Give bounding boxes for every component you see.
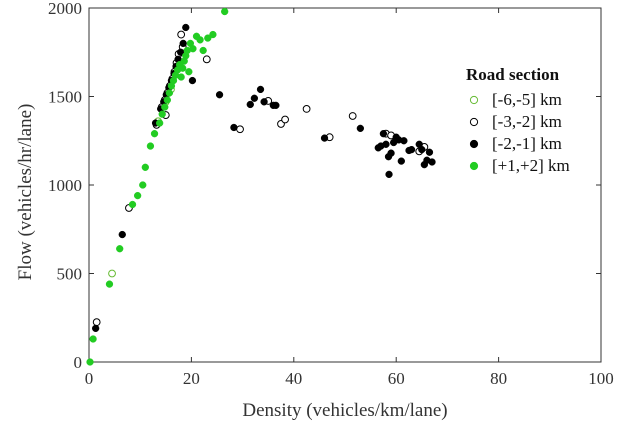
data-point bbox=[196, 36, 204, 44]
x-axis: 0 20 40 60 80 100 bbox=[85, 8, 614, 388]
data-point bbox=[179, 39, 187, 48]
data-point bbox=[397, 157, 405, 165]
y-axis-title: Flow (vehicles/hr/lane) bbox=[15, 104, 36, 281]
data-point bbox=[176, 48, 185, 56]
x-tick-label: 40 bbox=[285, 369, 302, 388]
data-point bbox=[185, 68, 193, 76]
legend-marker bbox=[469, 117, 479, 127]
legend-marker bbox=[469, 139, 479, 149]
data-point bbox=[128, 200, 137, 209]
data-point bbox=[418, 145, 426, 154]
data-point bbox=[356, 124, 365, 133]
data-point bbox=[281, 115, 289, 124]
legend-marker bbox=[469, 161, 479, 171]
legend-label: [-2,-1] km bbox=[492, 134, 562, 153]
data-point bbox=[246, 100, 254, 109]
series-3 bbox=[86, 7, 229, 366]
y-tick-label: 1000 bbox=[48, 176, 82, 195]
data-point bbox=[348, 112, 357, 120]
data-point bbox=[108, 269, 116, 278]
data-point bbox=[428, 158, 436, 166]
data-point bbox=[320, 134, 329, 142]
data-point bbox=[382, 140, 390, 148]
y-tick-label: 1500 bbox=[48, 88, 82, 107]
y-tick-label: 500 bbox=[57, 265, 83, 284]
series-2 bbox=[92, 23, 436, 333]
data-point bbox=[92, 324, 100, 333]
plot-frame bbox=[88, 7, 602, 363]
data-point bbox=[139, 181, 147, 189]
data-point bbox=[272, 101, 280, 109]
data-point bbox=[118, 230, 126, 239]
plot-border bbox=[88, 7, 602, 363]
data-point bbox=[209, 30, 217, 39]
data-point bbox=[105, 280, 114, 288]
data-point bbox=[146, 142, 155, 150]
data-point bbox=[302, 104, 311, 113]
data-point bbox=[150, 130, 159, 138]
data-point bbox=[156, 119, 164, 127]
legend-label: [-6,-5] km bbox=[492, 90, 562, 109]
y-axis: 0 500 1000 1500 2000 bbox=[48, 0, 601, 372]
data-point bbox=[189, 45, 197, 53]
x-axis-title: Density (vehicles/km/lane) bbox=[242, 400, 447, 421]
x-tick-label: 100 bbox=[588, 369, 614, 388]
data-point bbox=[163, 96, 171, 104]
data-point bbox=[86, 358, 94, 366]
x-tick-label: 80 bbox=[490, 369, 507, 388]
y-tick-label: 0 bbox=[74, 353, 83, 372]
data-point bbox=[204, 34, 212, 42]
data-point bbox=[230, 123, 238, 132]
legend-label: [-3,-2] km bbox=[492, 112, 562, 131]
data-point bbox=[177, 73, 185, 81]
data-point bbox=[179, 64, 187, 72]
legend-title: Road section bbox=[466, 65, 560, 84]
data-point bbox=[158, 110, 166, 118]
data-point bbox=[400, 137, 408, 145]
data-point bbox=[141, 163, 149, 171]
data-point bbox=[92, 318, 101, 327]
legend: Road section [-6,-5] km [-3,-2] km [-2,-1]… bbox=[466, 65, 570, 175]
data-point bbox=[116, 245, 124, 253]
y-tick-label: 2000 bbox=[48, 0, 82, 18]
data-point bbox=[133, 191, 142, 200]
data-point bbox=[387, 149, 395, 157]
data-points bbox=[86, 7, 436, 366]
data-point bbox=[250, 94, 259, 102]
data-point bbox=[182, 23, 190, 32]
legend-marker bbox=[469, 95, 479, 105]
data-point bbox=[188, 76, 197, 85]
data-point bbox=[260, 98, 268, 106]
data-point bbox=[199, 46, 207, 55]
data-point bbox=[177, 30, 186, 39]
legend-label: [+1,+2] km bbox=[492, 156, 570, 175]
data-point bbox=[221, 7, 229, 16]
data-point bbox=[215, 91, 224, 99]
data-point bbox=[379, 130, 388, 138]
data-point bbox=[202, 55, 211, 64]
data-point bbox=[425, 148, 434, 156]
data-point bbox=[407, 145, 416, 154]
series-1 bbox=[92, 30, 429, 327]
x-tick-label: 60 bbox=[388, 369, 405, 388]
data-point bbox=[385, 170, 393, 179]
x-tick-label: 0 bbox=[85, 369, 94, 388]
data-point bbox=[236, 125, 244, 134]
data-point bbox=[165, 89, 174, 97]
data-point bbox=[256, 85, 265, 94]
data-point bbox=[161, 103, 169, 111]
x-tick-label: 20 bbox=[183, 369, 200, 388]
data-point bbox=[89, 335, 97, 343]
